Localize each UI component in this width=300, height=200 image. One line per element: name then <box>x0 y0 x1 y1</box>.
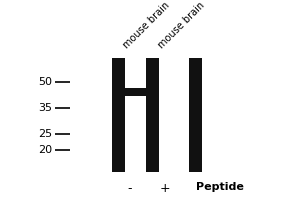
Text: 35: 35 <box>38 103 52 113</box>
Bar <box>112 88 158 96</box>
Bar <box>124 58 146 88</box>
Text: 25: 25 <box>38 129 52 139</box>
Text: -: - <box>128 182 132 195</box>
Bar <box>188 58 202 172</box>
Bar <box>124 96 146 172</box>
Text: 20: 20 <box>38 145 52 155</box>
Text: Peptide: Peptide <box>196 182 244 192</box>
Text: mouse brain: mouse brain <box>121 0 171 50</box>
Text: +: + <box>160 182 170 195</box>
Text: mouse brain: mouse brain <box>156 0 206 50</box>
Bar <box>146 58 158 172</box>
Text: 50: 50 <box>38 77 52 87</box>
Bar <box>112 58 124 172</box>
